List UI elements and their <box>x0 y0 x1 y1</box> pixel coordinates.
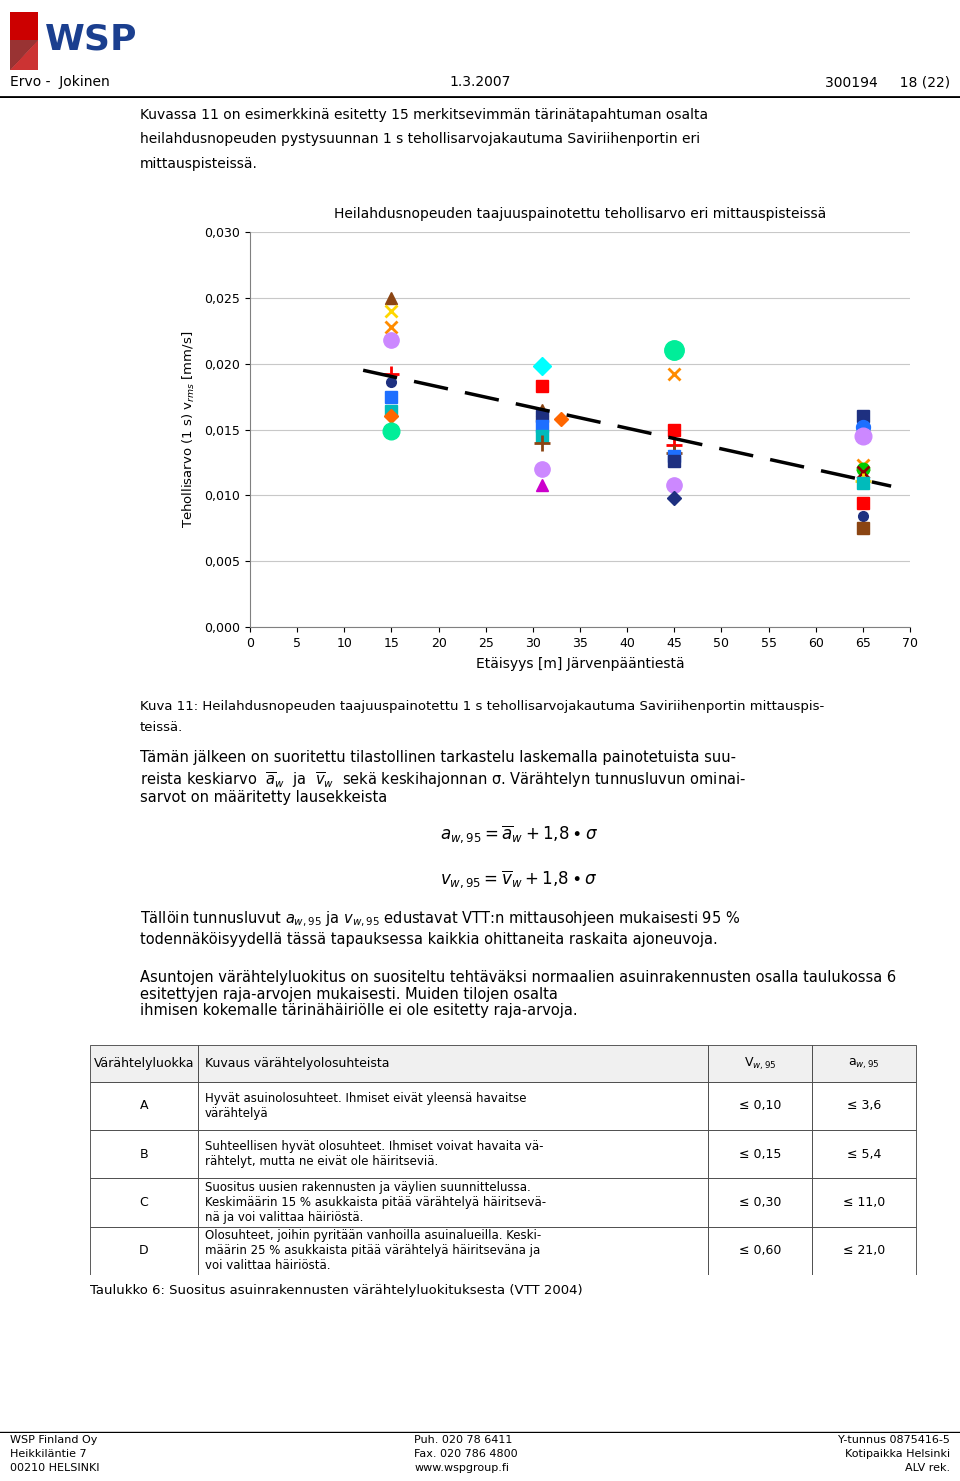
Bar <box>198 1046 708 1081</box>
Text: Tällöin tunnusluvut $a_{w,95}$ ja $v_{w,95}$ edustavat VTT:n mittausohjeen mukai: Tällöin tunnusluvut $a_{w,95}$ ja $v_{w,… <box>140 909 740 929</box>
Text: Suositus uusien rakennusten ja väylien suunnittelussa.
Keskimäärin 15 % asukkais: Suositus uusien rakennusten ja väylien s… <box>204 1180 545 1225</box>
Bar <box>90 1226 198 1275</box>
Bar <box>812 1081 916 1130</box>
Bar <box>90 1081 198 1130</box>
Text: ≤ 0,30: ≤ 0,30 <box>739 1197 781 1208</box>
Bar <box>708 1179 812 1226</box>
Text: 300194     18 (22): 300194 18 (22) <box>825 76 950 89</box>
Text: sarvot on määritetty lausekkeista: sarvot on määritetty lausekkeista <box>140 789 387 806</box>
Bar <box>90 1179 198 1226</box>
Polygon shape <box>10 40 38 70</box>
Text: ≤ 21,0: ≤ 21,0 <box>843 1244 885 1257</box>
Text: A: A <box>140 1099 148 1112</box>
Text: teissä.: teissä. <box>140 721 183 733</box>
Text: V$_{w,95}$: V$_{w,95}$ <box>744 1054 777 1072</box>
Text: Värähtelyluokka: Värähtelyluokka <box>94 1057 194 1069</box>
Text: a$_{w,95}$: a$_{w,95}$ <box>848 1056 880 1071</box>
Bar <box>198 1226 708 1275</box>
Text: ihmisen kokemalle tärinähäiriölle ei ole esitetty raja-arvoja.: ihmisen kokemalle tärinähäiriölle ei ole… <box>140 1003 578 1017</box>
Text: ≤ 5,4: ≤ 5,4 <box>847 1148 881 1161</box>
Text: heilahdusnopeuden pystysuunnan 1 s tehollisarvojakautuma Saviriihenportin eri: heilahdusnopeuden pystysuunnan 1 s tehol… <box>140 132 700 147</box>
Text: Kuva 11: Heilahdusnopeuden taajuuspainotettu 1 s tehollisarvojakautuma Saviriihe: Kuva 11: Heilahdusnopeuden taajuuspainot… <box>140 701 825 712</box>
X-axis label: Etäisyys [m] Järvenpääntiestä: Etäisyys [m] Järvenpääntiestä <box>476 656 684 671</box>
Text: D: D <box>139 1244 149 1257</box>
Text: ≤ 0,60: ≤ 0,60 <box>739 1244 781 1257</box>
Bar <box>708 1130 812 1179</box>
Bar <box>708 1226 812 1275</box>
Bar <box>90 1130 198 1179</box>
Text: WSP: WSP <box>45 24 137 56</box>
Bar <box>812 1179 916 1226</box>
Text: ≤ 3,6: ≤ 3,6 <box>847 1099 881 1112</box>
Text: Kuvaus värähtelyolosuhteista: Kuvaus värähtelyolosuhteista <box>204 1057 389 1069</box>
Text: C: C <box>139 1197 149 1208</box>
Text: Ervo -  Jokinen: Ervo - Jokinen <box>10 76 109 89</box>
Text: WSP Finland Oy
Heikkiläntie 7
00210 HELSINKI: WSP Finland Oy Heikkiläntie 7 00210 HELS… <box>10 1435 100 1474</box>
Polygon shape <box>10 12 24 40</box>
Polygon shape <box>10 40 38 70</box>
Text: ≤ 0,10: ≤ 0,10 <box>739 1099 781 1112</box>
Text: ≤ 11,0: ≤ 11,0 <box>843 1197 885 1208</box>
Text: $v_{w,95} = \overline{v}_w + 1{,}8 \bullet \sigma$: $v_{w,95} = \overline{v}_w + 1{,}8 \bull… <box>441 868 598 890</box>
Text: Olosuhteet, joihin pyritään vanhoilla asuinalueilla. Keski-
määrin 25 % asukkais: Olosuhteet, joihin pyritään vanhoilla as… <box>204 1229 540 1272</box>
Text: Kuvassa 11 on esimerkkinä esitetty 15 merkitsevimmän tärinätapahtuman osalta: Kuvassa 11 on esimerkkinä esitetty 15 me… <box>140 108 708 121</box>
Text: Y-tunnus 0875416-5
Kotipaikka Helsinki
ALV rek.: Y-tunnus 0875416-5 Kotipaikka Helsinki A… <box>838 1435 950 1474</box>
Text: B: B <box>139 1148 148 1161</box>
Bar <box>198 1179 708 1226</box>
Text: mittauspisteissä.: mittauspisteissä. <box>140 157 258 170</box>
Text: reista keskiarvo  $\overline{a}_w$  ja  $\overline{v}_w$  sekä keskihajonnan σ. : reista keskiarvo $\overline{a}_w$ ja $\o… <box>140 770 746 789</box>
Bar <box>812 1130 916 1179</box>
Text: 1.3.2007: 1.3.2007 <box>449 76 511 89</box>
Bar <box>10 12 38 40</box>
Bar <box>708 1081 812 1130</box>
Bar <box>198 1130 708 1179</box>
Bar <box>812 1226 916 1275</box>
Title: Heilahdusnopeuden taajuuspainotettu tehollisarvo eri mittauspisteissä: Heilahdusnopeuden taajuuspainotettu teho… <box>334 207 827 221</box>
Text: Taulukko 6: Suositus asuinrakennusten värähtelyluokituksesta (VTT 2004): Taulukko 6: Suositus asuinrakennusten vä… <box>90 1284 583 1297</box>
Text: todennäköisyydellä tässä tapauksessa kaikkia ohittaneita raskaita ajoneuvoja.: todennäköisyydellä tässä tapauksessa kai… <box>140 932 718 946</box>
Text: $a_{w,95} = \overline{a}_w + 1{,}8 \bullet \sigma$: $a_{w,95} = \overline{a}_w + 1{,}8 \bull… <box>441 823 599 846</box>
Text: Hyvät asuinolosuhteet. Ihmiset eivät yleensä havaitse
värähtelyä: Hyvät asuinolosuhteet. Ihmiset eivät yle… <box>204 1091 526 1120</box>
Text: ≤ 0,15: ≤ 0,15 <box>739 1148 781 1161</box>
Text: Tämän jälkeen on suoritettu tilastollinen tarkastelu laskemalla painotetuista su: Tämän jälkeen on suoritettu tilastolline… <box>140 749 736 766</box>
Text: Asuntojen värähtelyluokitus on suositeltu tehtäväksi normaalien asuinrakennusten: Asuntojen värähtelyluokitus on suositelt… <box>140 970 896 1003</box>
Bar <box>708 1046 812 1081</box>
Text: Suhteellisen hyvät olosuhteet. Ihmiset voivat havaita vä-
rähtelyt, mutta ne eiv: Suhteellisen hyvät olosuhteet. Ihmiset v… <box>204 1140 543 1169</box>
Bar <box>198 1081 708 1130</box>
Bar <box>90 1046 198 1081</box>
Bar <box>812 1046 916 1081</box>
Y-axis label: Tehollisarvo (1 s) v$_{rms}$ [mm/s]: Tehollisarvo (1 s) v$_{rms}$ [mm/s] <box>181 330 198 529</box>
Text: Puh. 020 78 6411
Fax. 020 786 4800
www.wspgroup.fi: Puh. 020 78 6411 Fax. 020 786 4800 www.w… <box>414 1435 517 1474</box>
Polygon shape <box>10 40 38 70</box>
